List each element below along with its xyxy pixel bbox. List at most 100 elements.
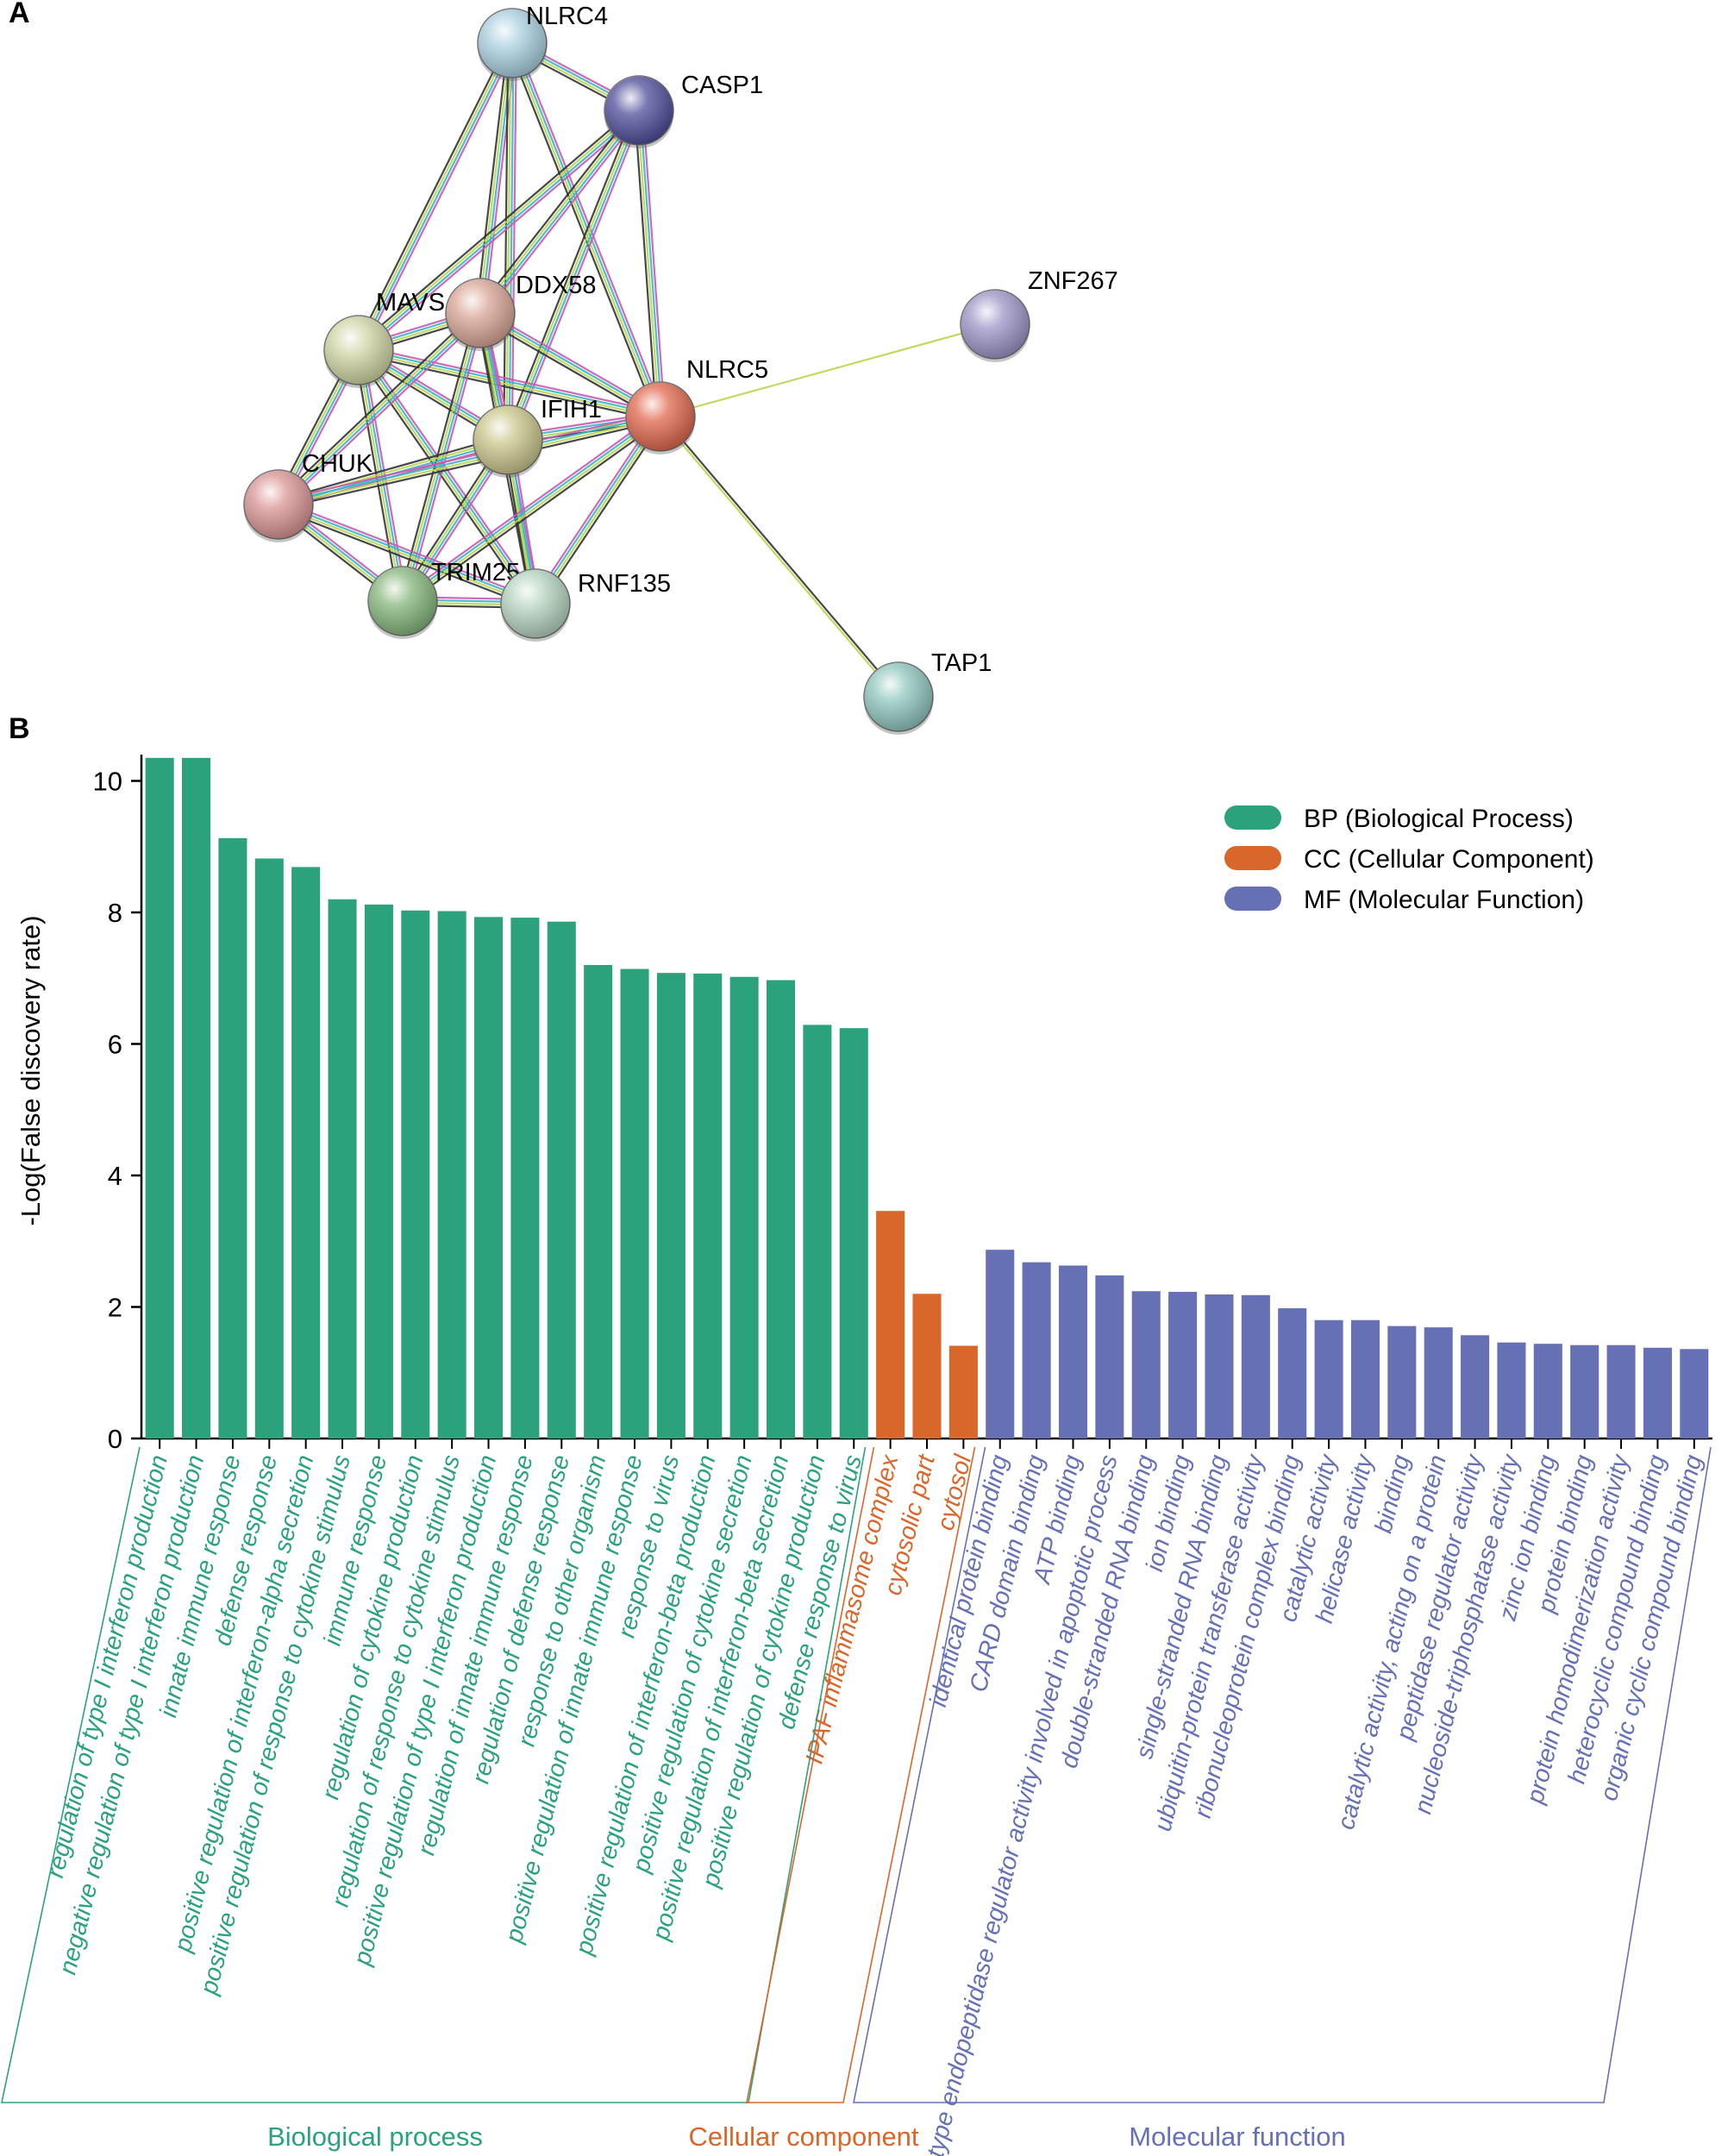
node-label-chuk: CHUK xyxy=(302,450,373,478)
node-casp1: CASP1 xyxy=(604,72,763,148)
bar-response-to-virus xyxy=(656,973,685,1438)
bar-nucleoside-triphosphatase-activity xyxy=(1497,1342,1526,1438)
y-tick-label: 8 xyxy=(108,898,122,928)
bar-card-domain-binding xyxy=(1022,1262,1051,1438)
edge-chuk-rnf135 xyxy=(276,499,538,609)
bar-positive-regulation-of-interferon-beta-production xyxy=(693,973,723,1438)
bar-zinc-ion-binding xyxy=(1533,1344,1562,1438)
bar-positive-regulation-of-innate-immune-response xyxy=(620,968,649,1438)
node-nlrc5: NLRC5 xyxy=(625,356,768,454)
network-nodes: NLRC4 CASP1 DDX58 MAVS ZNF267 NLRC5 IFIH1 CHUK T… xyxy=(243,3,1118,735)
bar-positive-regulation-of-cytokine-secretion xyxy=(729,976,759,1438)
edge-nlrc5-tap1 xyxy=(658,415,901,699)
legend-label: MF (Molecular Function) xyxy=(1304,886,1584,914)
bar-identical-protein-binding xyxy=(986,1250,1015,1438)
bars xyxy=(145,757,1709,1438)
node-label-mavs: MAVS xyxy=(376,289,445,317)
group-label-biological-process: Biological process xyxy=(267,2122,483,2152)
edge-nlrc4-mavs xyxy=(354,41,517,353)
bar-positive-regulation-of-response-to-cytokine-stimulus xyxy=(328,899,357,1438)
legend-swatch xyxy=(1224,846,1281,870)
group-label-molecular-function: Molecular function xyxy=(1129,2122,1346,2152)
bar-defense-response xyxy=(254,858,284,1438)
node-label-nlrc5: NLRC5 xyxy=(686,356,768,384)
edge-mavs-rnf135 xyxy=(354,347,540,607)
node-label-znf267: ZNF267 xyxy=(1028,267,1118,295)
bar-helicase-activity xyxy=(1350,1319,1380,1438)
edge-casp1-ddx58 xyxy=(476,107,643,317)
node-chuk: CHUK xyxy=(243,450,373,542)
bar-protein-binding xyxy=(1570,1344,1599,1438)
bar-response-to-other-organism xyxy=(584,965,613,1438)
bar-protein-homodimerization-activity xyxy=(1606,1344,1636,1438)
edge-nlrc4-ifih1 xyxy=(503,42,517,441)
node-label-trim25: TRIM25 xyxy=(431,559,520,586)
protein-interaction-network: NLRC4 CASP1 DDX58 MAVS ZNF267 NLRC5 IFIH1 CHUK T… xyxy=(243,3,1118,735)
edge-trim25-nlrc5 xyxy=(399,412,664,605)
node-label-tap1: TAP1 xyxy=(931,649,992,677)
node-label-ddx58: DDX58 xyxy=(516,272,597,299)
bar-immune-response xyxy=(364,904,393,1438)
group-label-cellular-component: Cellular component xyxy=(688,2122,918,2152)
bar-positive-regulation-of-interferon-beta-secretion xyxy=(766,980,796,1438)
bar-regulation-of-type-i-interferon-production xyxy=(145,757,174,1438)
bar-ion-binding xyxy=(1168,1291,1198,1438)
legend-label: CC (Cellular Component) xyxy=(1304,845,1594,874)
node-mavs: MAVS xyxy=(323,289,445,388)
bar-organic-cyclic-compound-binding xyxy=(1680,1349,1709,1438)
edge-rnf135-nlrc5 xyxy=(531,413,665,607)
panel-b-label: B xyxy=(9,712,30,745)
node-ifih1: IFIH1 xyxy=(473,396,602,478)
y-tick-label: 10 xyxy=(93,767,122,797)
y-tick-label: 2 xyxy=(108,1293,122,1323)
legend-swatch xyxy=(1224,805,1281,830)
edge-ddx58-chuk xyxy=(274,309,485,509)
bar-cytosol xyxy=(948,1345,978,1438)
legend-swatch xyxy=(1224,887,1281,911)
network-edges xyxy=(273,38,996,699)
bar-regulation-of-defense-response xyxy=(547,921,576,1438)
bar-heterocyclic-compound-binding xyxy=(1643,1347,1672,1438)
legend-item-cc-cellular-component: CC (Cellular Component) xyxy=(1224,845,1594,874)
bar-positive-regulation-of-cytokine-production xyxy=(803,1025,832,1438)
legend-item-mf-molecular-function: MF (Molecular Function) xyxy=(1224,886,1584,914)
legend: BP (Biological Process) CC (Cellular Comp… xyxy=(1224,805,1594,914)
edge-mavs-nlrc5 xyxy=(357,345,662,422)
legend-label: BP (Biological Process) xyxy=(1304,805,1574,833)
legend-item-bp-biological-process: BP (Biological Process) xyxy=(1224,805,1574,833)
bar-positive-regulation-of-type-i-interferon-production xyxy=(474,917,504,1438)
group-bracket-cellular-component: Cellular component xyxy=(688,1446,976,2152)
panel-a-label: A xyxy=(9,0,30,29)
bar-binding xyxy=(1387,1326,1417,1438)
bar-single-stranded-rna-binding xyxy=(1205,1294,1234,1438)
bar-catalytic-activity-acting-on-a-protein xyxy=(1424,1327,1453,1438)
bar-defense-response-to-virus xyxy=(839,1028,868,1438)
y-tick-label: 4 xyxy=(108,1161,122,1191)
bar-peptidase-regulator-activity xyxy=(1461,1335,1490,1438)
bar-atp-binding xyxy=(1058,1265,1088,1438)
edge-casp1-mavs xyxy=(355,106,642,354)
group-bracket-biological-process: Biological process xyxy=(1,1446,867,2152)
bar-regulation-of-cytokine-production xyxy=(401,910,430,1438)
bar-ipaf-inflammasome-complex xyxy=(876,1211,905,1438)
node-trim25: TRIM25 xyxy=(367,559,520,639)
bar-regulation-of-response-to-cytokine-stimulus xyxy=(437,911,466,1438)
node-label-ifih1: IFIH1 xyxy=(541,396,602,423)
category-labels: regulation of type I interferon producti… xyxy=(41,1451,1708,2156)
bar-cysteine-type-endopeptidase-regulator-activity-involved-in-apoptotic-process xyxy=(1095,1275,1124,1438)
go-enrichment-bar-chart: 0 2 4 6 8 10 -Log(False discovery rate) regulat… xyxy=(1,755,1712,2156)
bar-positive-regulation-of-interferon-alpha-secretion xyxy=(291,867,321,1438)
edge-nlrc5-znf267 xyxy=(660,323,996,418)
bar-catalytic-activity xyxy=(1314,1319,1343,1438)
y-tick-label: 6 xyxy=(108,1030,122,1060)
node-tap1: TAP1 xyxy=(863,649,992,735)
node-rnf135: RNF135 xyxy=(500,568,671,642)
node-nlrc4: NLRC4 xyxy=(477,3,608,81)
bar-negative-regulation-of-type-i-interferon-production xyxy=(182,757,211,1438)
bar-double-stranded-rna-binding xyxy=(1131,1291,1161,1438)
edge-nlrc4-ddx58 xyxy=(475,42,517,314)
group-bracket-molecular-function: Molecular function xyxy=(853,1446,1712,2152)
node-label-casp1: CASP1 xyxy=(681,72,763,99)
node-label-rnf135: RNF135 xyxy=(578,570,671,598)
